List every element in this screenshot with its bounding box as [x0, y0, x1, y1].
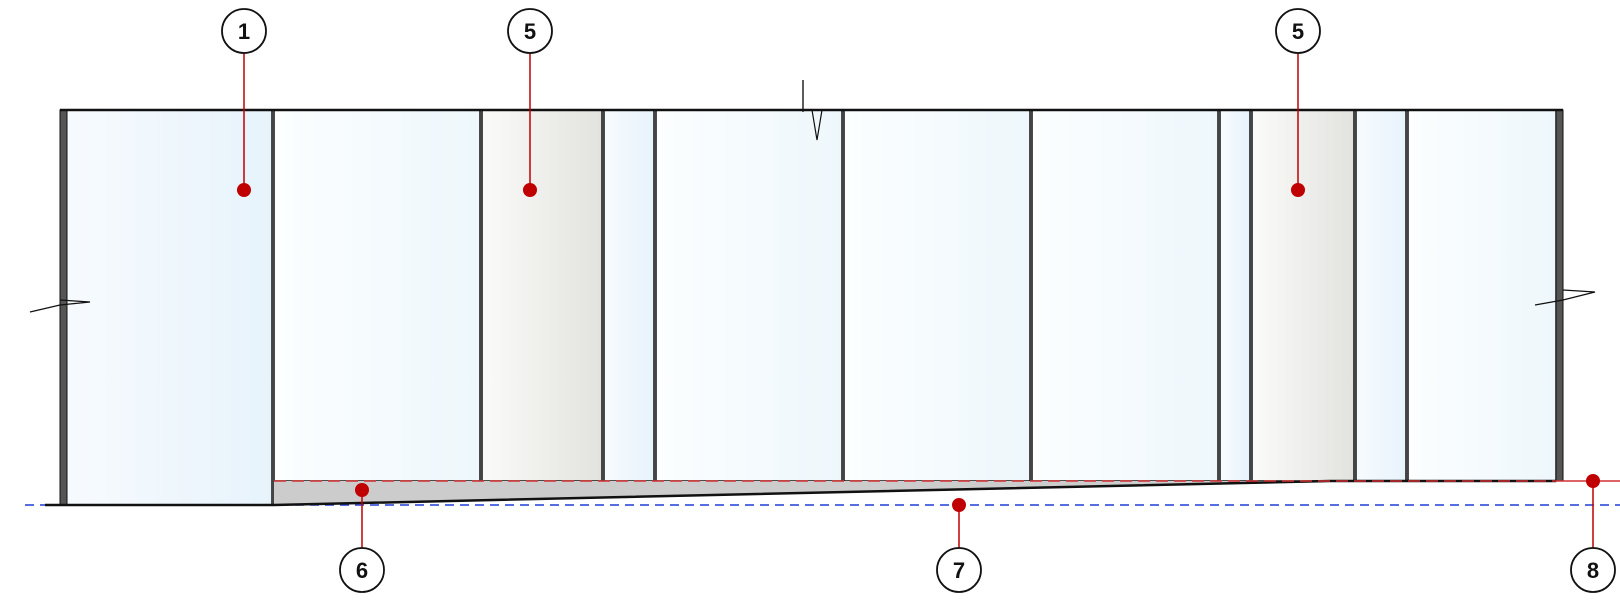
panel-narrow-a	[603, 109, 655, 482]
callout-7: 7	[936, 547, 982, 593]
callout-5b-number: 5	[1292, 19, 1304, 44]
callout-5b: 5	[1275, 8, 1321, 54]
right-post	[1555, 109, 1564, 482]
left-post	[59, 109, 68, 506]
callout-1: 1	[221, 8, 267, 54]
panel-3	[655, 109, 843, 482]
panel-opaque-5a	[481, 109, 603, 482]
callout-6: 6	[339, 547, 385, 593]
callout-5a-number: 5	[524, 19, 536, 44]
callout-6-number: 6	[356, 558, 368, 583]
panel-narrow-b	[1219, 109, 1251, 482]
mullions	[272, 110, 1408, 505]
panel-2	[273, 109, 481, 482]
panel-5	[1031, 109, 1219, 482]
break-line-left	[29, 299, 91, 313]
panel-6	[1407, 109, 1557, 482]
panel-narrow-c	[1355, 109, 1407, 482]
leaders	[243, 53, 1594, 548]
panel-bay-1	[61, 109, 273, 506]
callout-8: 8	[1570, 547, 1616, 593]
panel-4	[843, 109, 1031, 482]
break-line-right	[1534, 289, 1596, 306]
panel-opaque-5b	[1251, 109, 1355, 482]
callout-1-number: 1	[238, 19, 250, 44]
leader-dots	[237, 183, 1600, 512]
panel-row	[273, 109, 1557, 482]
callout-8-number: 8	[1587, 558, 1599, 583]
callout-7-number: 7	[953, 558, 965, 583]
slope-line	[45, 479, 1556, 507]
callout-5a: 5	[507, 8, 553, 54]
